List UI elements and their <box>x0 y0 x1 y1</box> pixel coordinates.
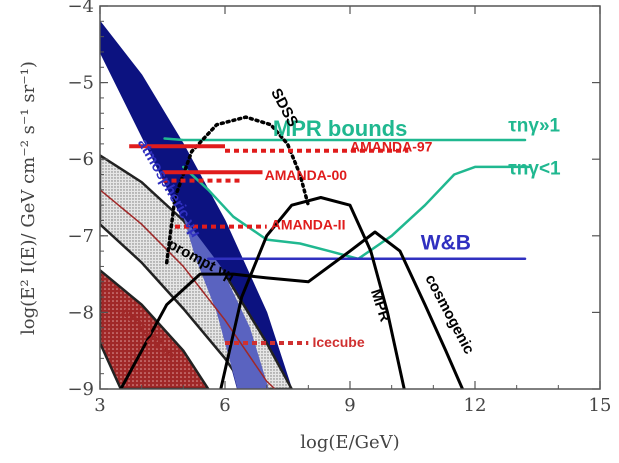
y-axis-label: log(E² I(E)/ GeV cm⁻² s⁻¹ sr⁻¹) <box>18 61 39 335</box>
x-tick-label: 6 <box>219 395 230 416</box>
annotation-n-1: τnγ»1 <box>508 116 560 137</box>
y-tick-label: −7 <box>67 226 94 247</box>
x-tick-label: 3 <box>94 395 105 416</box>
y-tick-label: −9 <box>67 379 94 400</box>
annotation-icecube: Icecube <box>313 334 365 350</box>
annotation-amanda-97: AMANDA-97 <box>350 139 433 155</box>
annotation-n-1: τnγ<1 <box>508 159 561 180</box>
annotation-amanda-ii: AMANDA-II <box>271 217 346 233</box>
series-mpr-bounds <box>163 137 527 142</box>
band-atmospheric <box>100 20 293 389</box>
annotation-amanda-00: AMANDA-00 <box>265 167 348 183</box>
series-cosmogenic <box>119 230 464 389</box>
annotation-w-b: W&B <box>421 232 471 255</box>
series-sdss <box>164 115 311 265</box>
x-tick-label: 9 <box>344 395 355 416</box>
x-tick-label: 12 <box>464 395 487 416</box>
y-tick-label: −6 <box>67 149 94 170</box>
y-tick-label: −4 <box>67 0 94 17</box>
annotation-mpr-bounds: MPR bounds <box>273 116 407 141</box>
prompt-numu-inner-line <box>100 189 276 389</box>
y-tick-label: −5 <box>67 73 94 94</box>
x-tick-label: 15 <box>589 395 612 416</box>
annotation-mpr: MPR <box>367 287 394 324</box>
band-atmospheric-overlap <box>183 216 269 389</box>
y-tick-label: −8 <box>67 302 94 323</box>
x-axis-label: log(E/GeV) <box>300 432 399 453</box>
